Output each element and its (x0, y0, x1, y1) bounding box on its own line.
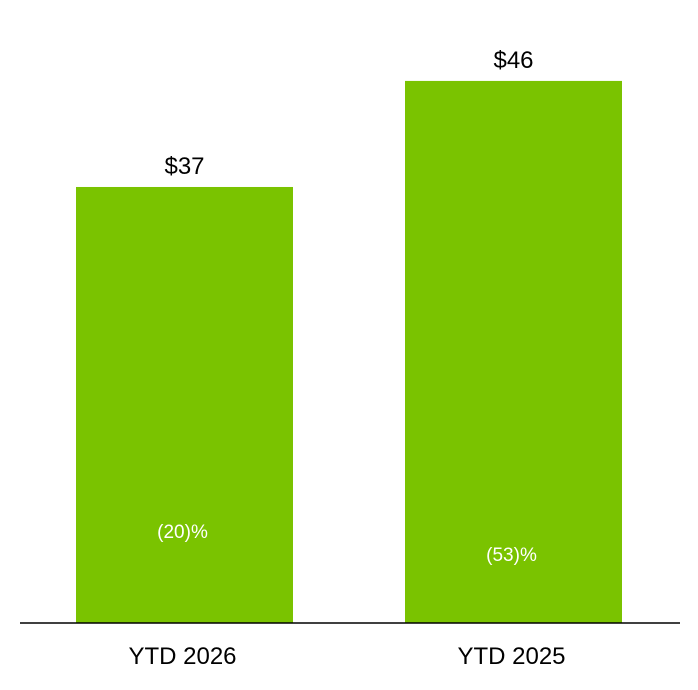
value-label: $46 (493, 47, 533, 74)
x-tick-label: YTD 2025 (457, 643, 565, 670)
x-tick-label: YTD 2026 (128, 643, 236, 670)
bar-ytd-2026 (76, 186, 293, 623)
inner-labels-group: (20)% (53)% (157, 522, 537, 566)
value-label: $37 (164, 153, 204, 180)
bars-group (76, 80, 622, 623)
bar-change-label: (53)% (486, 545, 537, 566)
value-labels-group: $37 $46 (164, 47, 533, 180)
bar-change-label: (20)% (157, 522, 208, 543)
bar-ytd-2025 (405, 80, 622, 623)
x-tick-labels-group: YTD 2026 YTD 2025 (128, 643, 565, 670)
